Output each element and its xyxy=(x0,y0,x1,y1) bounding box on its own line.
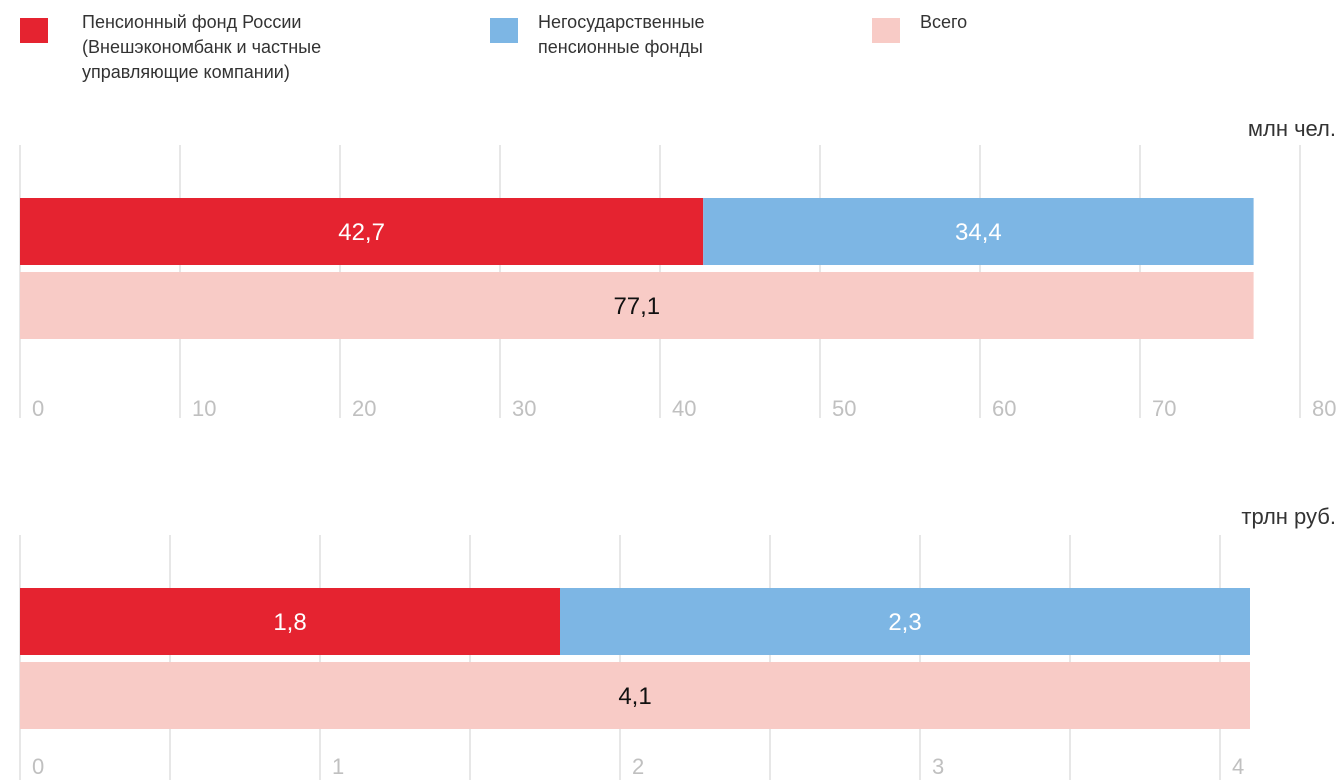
unit-label: млн чел. xyxy=(1248,116,1336,141)
legend-label: Негосударственные пенсионные фонды xyxy=(538,12,705,57)
bar-segment xyxy=(560,588,1250,655)
x-tick-label: 20 xyxy=(352,396,376,421)
legend-swatch xyxy=(490,18,518,43)
value-label: 4,1 xyxy=(618,683,651,710)
unit-label: трлн руб. xyxy=(1241,504,1336,529)
legend-label: Всего xyxy=(920,12,968,32)
bar-segment xyxy=(20,588,560,655)
legend-swatch xyxy=(20,18,48,43)
x-tick-label: 0 xyxy=(32,754,44,779)
x-tick-label: 1 xyxy=(332,754,344,779)
x-tick-label: 0 xyxy=(32,396,44,421)
x-tick-label: 3 xyxy=(932,754,944,779)
x-tick-label: 40 xyxy=(672,396,696,421)
value-label: 1,8 xyxy=(273,609,306,636)
x-tick-label: 2 xyxy=(632,754,644,779)
bar-segment xyxy=(20,272,1254,339)
bar-segment xyxy=(20,198,704,265)
value-label: 34,4 xyxy=(955,219,1002,246)
x-tick-label: 70 xyxy=(1152,396,1176,421)
x-tick-label: 60 xyxy=(992,396,1016,421)
x-tick-label: 10 xyxy=(192,396,216,421)
legend-label: Пенсионный фонд России (Внешэкономбанк и… xyxy=(82,12,322,82)
legend-swatch xyxy=(872,18,900,43)
x-tick-label: 30 xyxy=(512,396,536,421)
bar-segment xyxy=(20,662,1250,729)
x-tick-label: 50 xyxy=(832,396,856,421)
value-label: 2,3 xyxy=(888,609,921,636)
bar-segment xyxy=(703,198,1254,265)
x-tick-label: 4 xyxy=(1232,754,1244,779)
x-tick-label: 80 xyxy=(1312,396,1336,421)
value-label: 77,1 xyxy=(613,293,660,320)
value-label: 42,7 xyxy=(338,219,385,246)
